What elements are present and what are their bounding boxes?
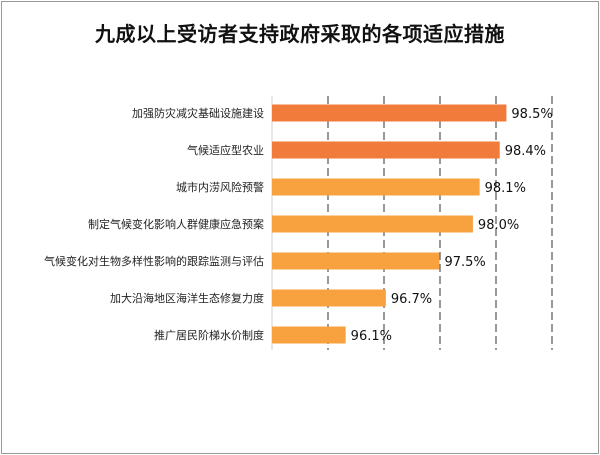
value-label-2: 98.4% xyxy=(505,144,546,159)
bar-2 xyxy=(272,141,500,159)
category-label-3: 城市内涝风险预警 xyxy=(176,180,264,194)
chart-title: 九成以上受访者支持政府采取的各项适应措施 xyxy=(95,22,505,46)
category-label-2: 气候适应型农业 xyxy=(187,143,264,157)
bar-7 xyxy=(272,326,346,344)
bar-5 xyxy=(272,252,440,270)
value-label-5: 97.5% xyxy=(444,255,485,270)
category-label-4: 制定气候变化影响人群健康应急预案 xyxy=(88,217,264,231)
bar-4 xyxy=(272,215,473,233)
bar-1 xyxy=(272,104,507,122)
value-label-4: 98.0% xyxy=(478,218,519,233)
bar-6 xyxy=(272,289,386,307)
bar-3 xyxy=(272,178,480,196)
labels: 加强防灾减灾基础设施建设 98.5% 气候适应型农业 98.4% 城市内涝风险预警 98.… xyxy=(44,106,553,344)
value-label-6: 96.7% xyxy=(391,292,432,307)
category-label-1: 加强防灾减灾基础设施建设 xyxy=(132,106,264,120)
bars xyxy=(272,104,507,344)
value-label-1: 98.5% xyxy=(511,107,552,122)
category-label-5: 气候变化对生物多样性影响的跟踪监测与评估 xyxy=(44,254,264,268)
value-label-7: 96.1% xyxy=(351,329,392,344)
value-label-3: 98.1% xyxy=(485,181,526,196)
category-label-7: 推广居民阶梯水价制度 xyxy=(154,328,264,342)
category-label-6: 加大沿海地区海洋生态修复力度 xyxy=(110,291,264,305)
